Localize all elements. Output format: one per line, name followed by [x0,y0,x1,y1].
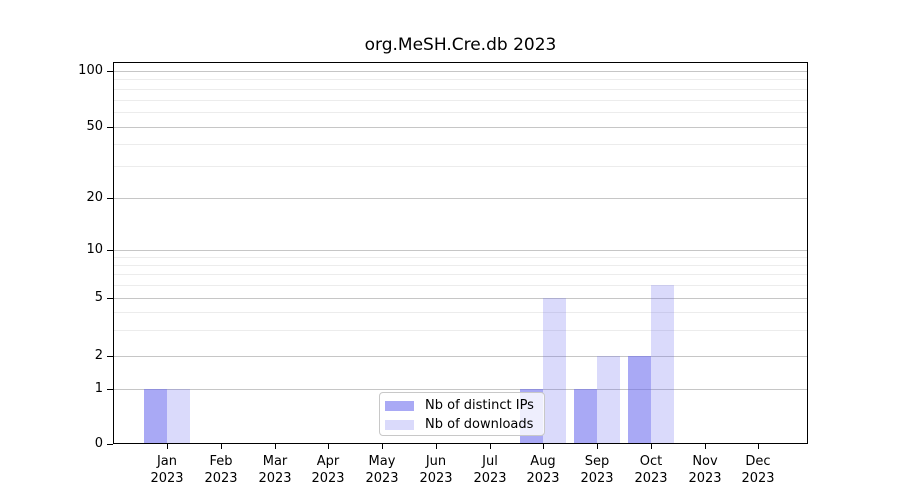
y-axis-tick [107,444,113,445]
bar-distinct-ips [574,389,597,444]
x-axis-tick-label: Aug 2023 [526,454,560,486]
legend-label-downloads: Nb of downloads [425,417,534,432]
x-axis-tick-label: Dec 2023 [741,454,775,486]
gridline-major [114,71,807,72]
y-axis-tick-label: 5 [94,290,103,305]
x-axis-tick [543,444,544,449]
y-axis-tick-label: 20 [86,190,103,205]
x-axis-tick [328,444,329,449]
y-axis-tick-label: 10 [86,242,103,257]
legend-swatch-downloads [385,419,414,430]
x-axis-tick [221,444,222,449]
bar-downloads [597,356,620,444]
legend-label-distinct-ips: Nb of distinct IPs [425,398,534,413]
bar-distinct-ips [628,356,651,444]
x-axis-tick-label: Sep 2023 [580,454,614,486]
x-axis-tick-label: Jul 2023 [473,454,507,486]
x-axis-tick [167,444,168,449]
x-axis-tick-label: Nov 2023 [688,454,722,486]
gridline-major [114,198,807,199]
x-axis-tick [597,444,598,449]
y-axis-tick [107,127,113,128]
x-axis-tick-label: Jan 2023 [150,454,184,486]
legend-row: Nb of distinct IPs [385,396,544,415]
gridline-major [114,250,807,251]
y-axis-tick-label: 1 [94,381,103,396]
x-axis-tick [490,444,491,449]
gridline-minor [114,89,807,90]
bar-downloads [543,298,566,444]
bar-downloads [651,285,674,443]
x-axis-tick [705,444,706,449]
y-axis-tick [107,389,113,390]
y-axis-tick-label: 2 [94,348,103,363]
x-axis-tick [651,444,652,449]
legend-swatch-distinct-ips [385,400,414,411]
gridline-minor [114,79,807,80]
y-axis-tick [107,198,113,199]
gridline-minor [114,166,807,167]
y-axis-tick [107,298,113,299]
gridline-minor [114,112,807,113]
y-axis-tick [107,71,113,72]
gridline-minor [114,330,807,331]
gridline-minor [114,285,807,286]
gridline-minor [114,274,807,275]
gridline-minor [114,312,807,313]
y-axis-tick-label: 50 [86,119,103,134]
x-axis-tick [758,444,759,449]
chart-title: org.MeSH.Cre.db 2023 [364,35,557,55]
x-axis-tick-label: May 2023 [365,454,399,486]
gridline-minor [114,265,807,266]
gridline-minor [114,100,807,101]
x-axis-tick-label: Apr 2023 [311,454,345,486]
bar-downloads [167,389,190,444]
gridline-minor [114,257,807,258]
x-axis-tick-label: Oct 2023 [634,454,668,486]
x-axis-tick-label: Mar 2023 [258,454,292,486]
y-axis-tick [107,356,113,357]
gridline-major [114,298,807,299]
x-axis-tick [382,444,383,449]
x-axis-tick-label: Jun 2023 [419,454,453,486]
plot-frame [113,62,808,444]
y-axis-tick [107,250,113,251]
y-axis-tick-label: 100 [78,63,103,78]
legend-row: Nb of downloads [385,415,544,434]
x-axis-tick [436,444,437,449]
gridline-major [114,356,807,357]
y-axis-tick-label: 0 [94,436,103,451]
bar-distinct-ips [144,389,167,444]
x-axis-tick-label: Feb 2023 [204,454,238,486]
gridline-minor [114,144,807,145]
legend: Nb of distinct IPs Nb of downloads [379,392,545,436]
x-axis-tick [275,444,276,449]
gridline-major [114,389,807,390]
gridline-major [114,127,807,128]
